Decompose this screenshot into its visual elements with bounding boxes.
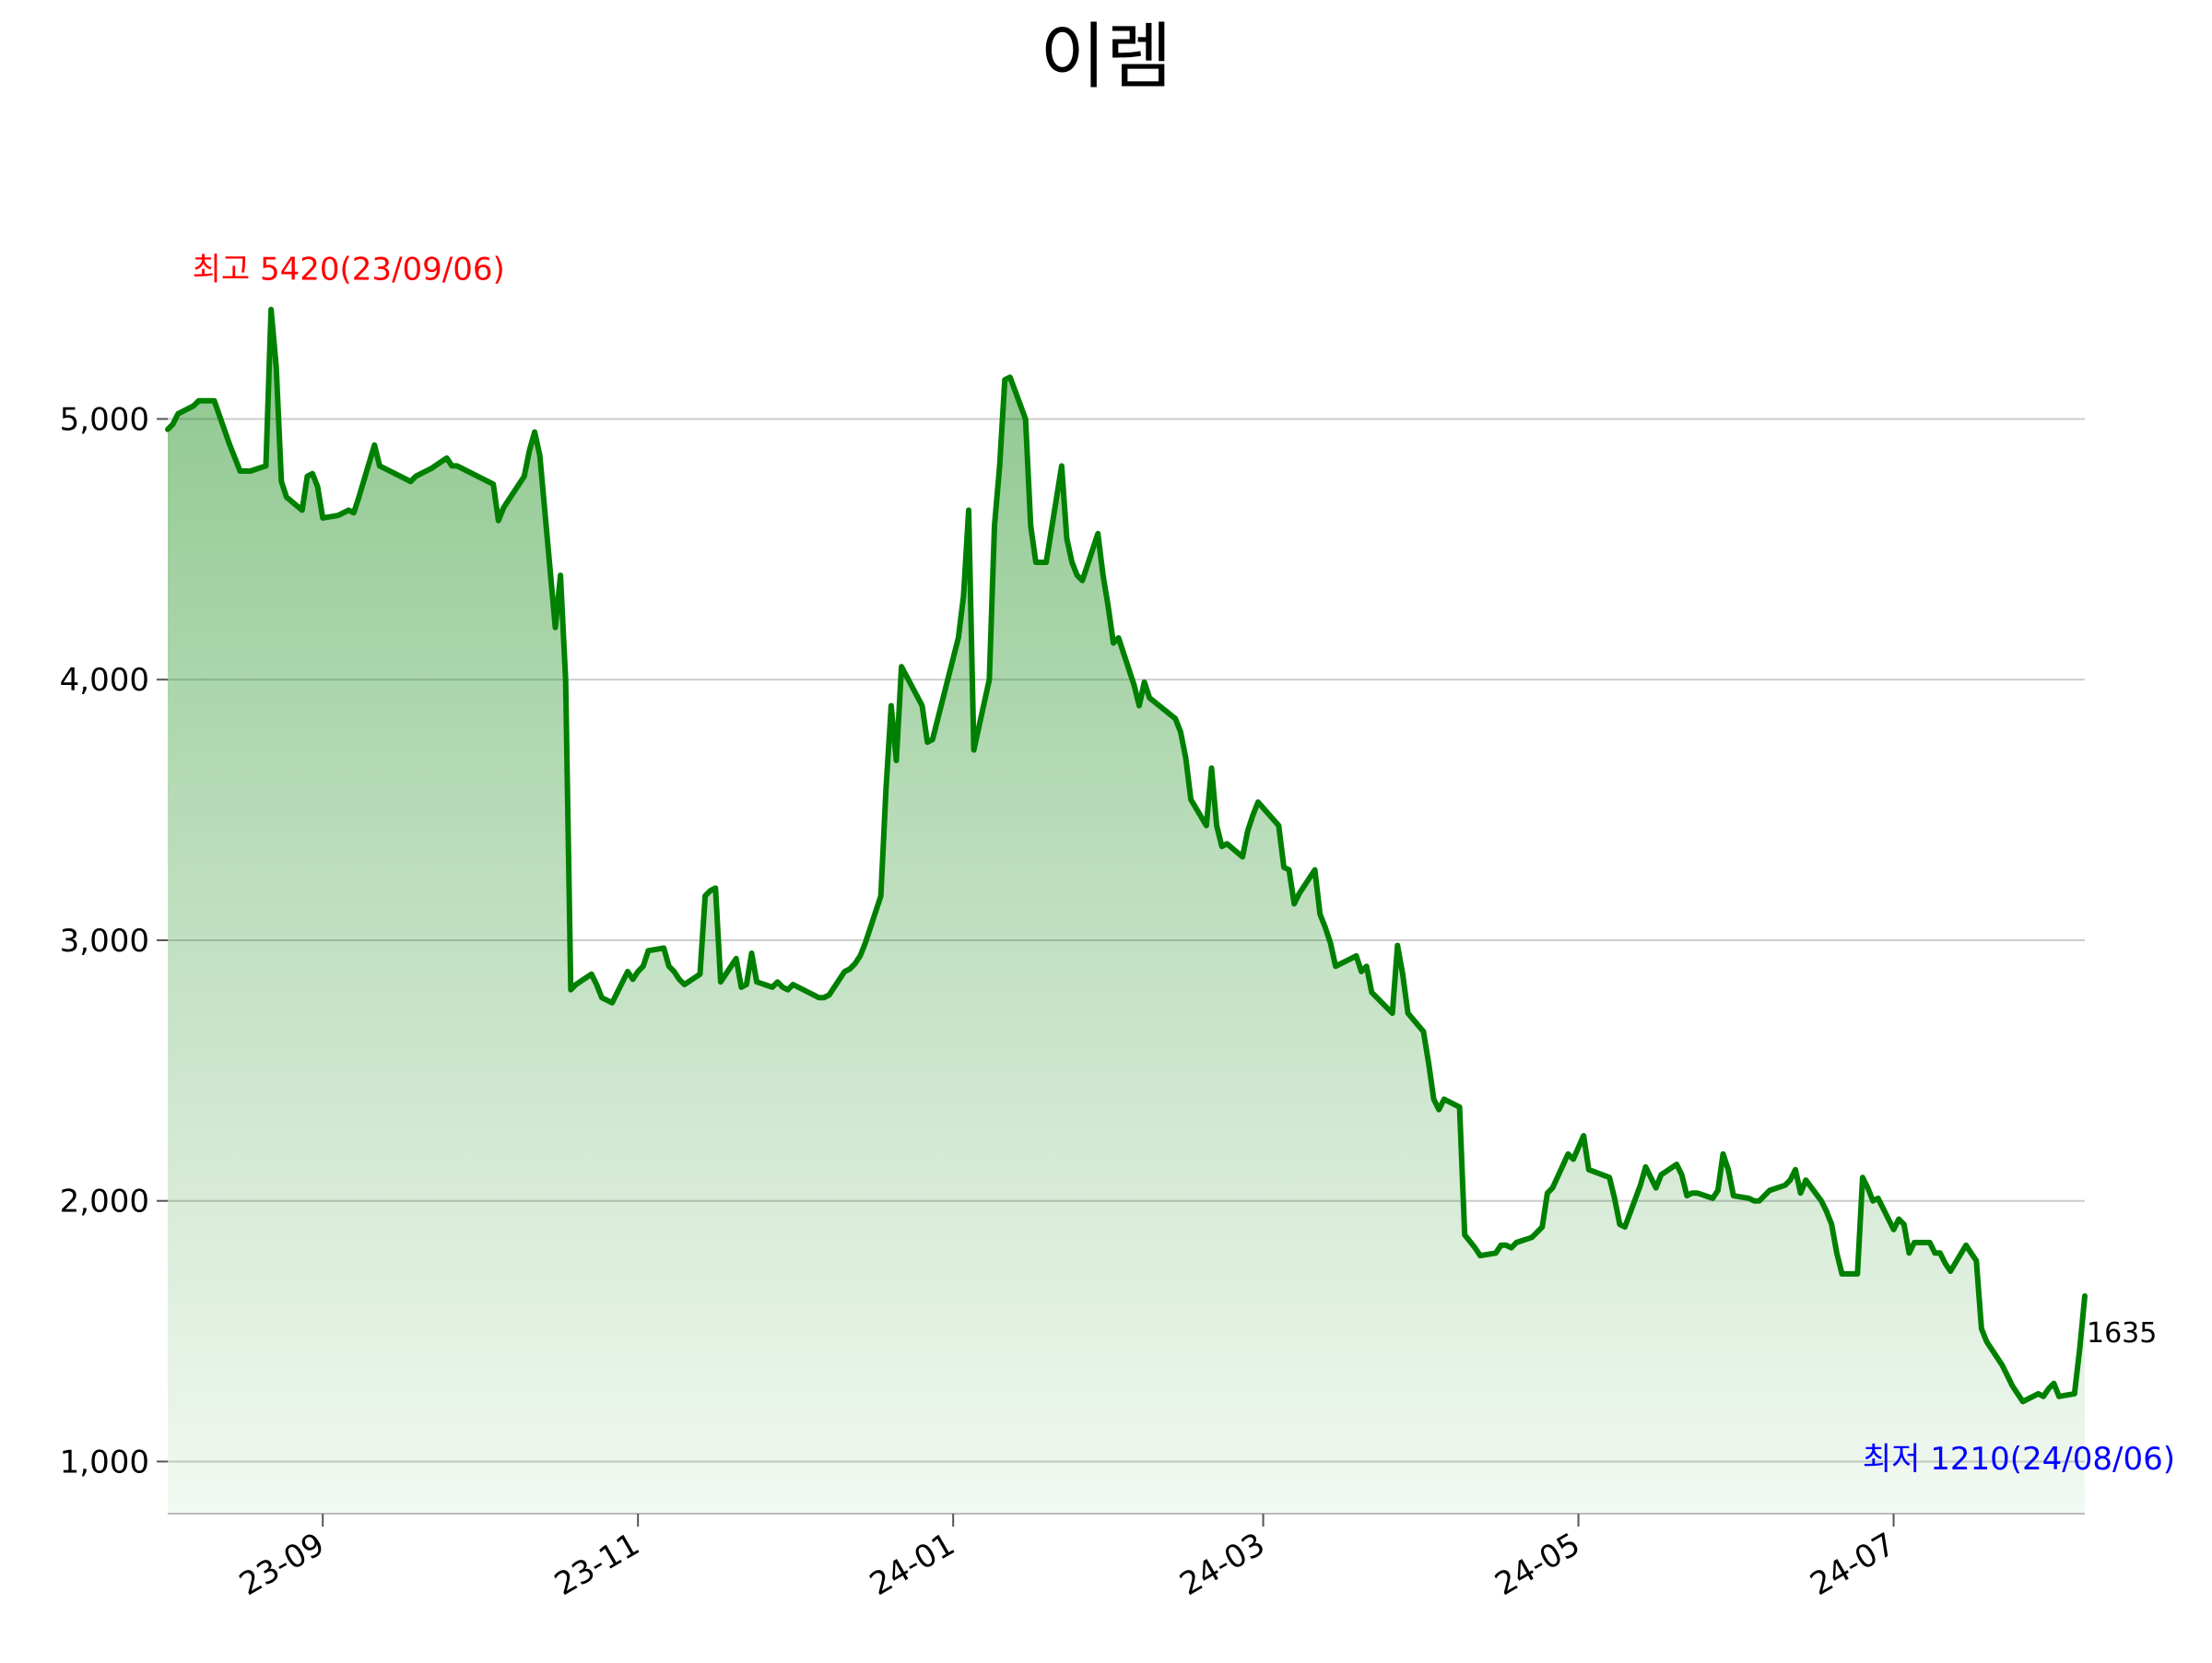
high-annotation: 최고 5420(23/09/06) — [193, 252, 505, 289]
y-tick-label: 4,000 — [60, 662, 149, 699]
y-tick-label: 5,000 — [60, 401, 149, 438]
y-tick-label: 3,000 — [60, 923, 149, 960]
x-tick-label: 23-09 — [233, 1526, 331, 1603]
y-tick-label: 1,000 — [60, 1444, 149, 1480]
x-tick-label: 24-03 — [1174, 1526, 1272, 1603]
series-line-layer — [165, 306, 2088, 1405]
x-tick-label: 24-07 — [1805, 1526, 1902, 1603]
chart-title: 이렘 — [1040, 16, 1172, 99]
series-line — [165, 306, 2088, 1405]
series-area-fill — [168, 309, 2085, 1515]
low-annotation: 최저 1210(24/08/06) — [1863, 1441, 2175, 1478]
annotations: 최고 5420(23/09/06) 최저 1210(24/08/06) 1635 — [193, 252, 2175, 1478]
x-tick-label: 24-01 — [864, 1526, 961, 1603]
y-tick-label: 2,000 — [60, 1184, 149, 1221]
x-tick-label: 23-11 — [548, 1526, 646, 1603]
last-value-label: 1635 — [2087, 1317, 2157, 1350]
area-fill-layer — [168, 309, 2085, 1515]
x-tick-label: 24-05 — [1489, 1526, 1587, 1603]
